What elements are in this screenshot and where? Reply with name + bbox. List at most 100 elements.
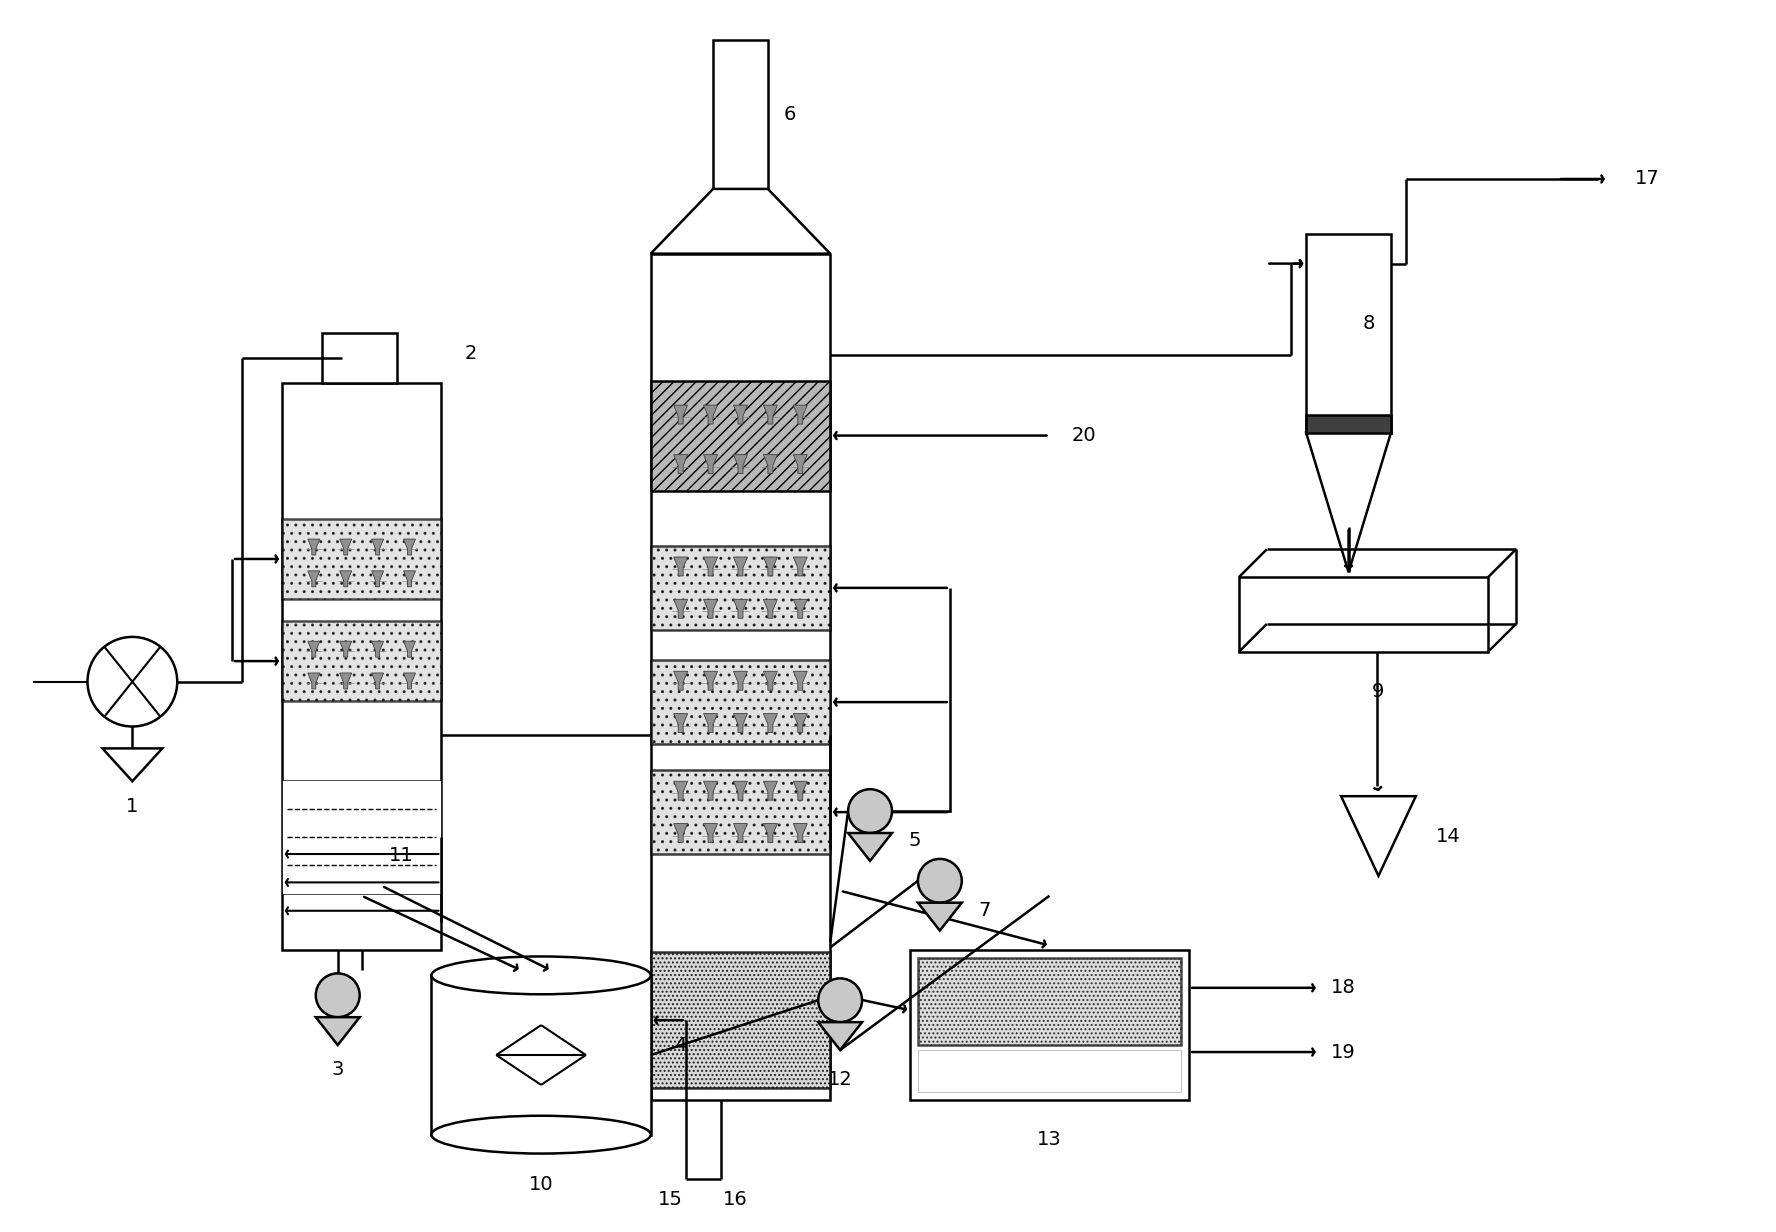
Polygon shape: [733, 455, 748, 473]
Bar: [1305, 415, 1391, 432]
Text: 8: 8: [1362, 314, 1375, 333]
Polygon shape: [371, 641, 384, 657]
Bar: [650, 660, 829, 744]
Polygon shape: [339, 673, 352, 689]
Polygon shape: [794, 823, 808, 843]
Text: 4: 4: [675, 1036, 687, 1055]
Text: 20: 20: [1073, 426, 1098, 445]
Polygon shape: [703, 455, 718, 473]
Circle shape: [849, 790, 892, 833]
Polygon shape: [403, 641, 416, 657]
Bar: [282, 621, 442, 701]
Bar: [282, 780, 442, 893]
Polygon shape: [733, 781, 748, 800]
Polygon shape: [403, 540, 416, 554]
Text: 5: 5: [909, 832, 922, 850]
Polygon shape: [339, 540, 352, 554]
Polygon shape: [103, 748, 162, 781]
Polygon shape: [819, 1023, 861, 1050]
Polygon shape: [673, 599, 687, 618]
Polygon shape: [307, 673, 320, 689]
Polygon shape: [307, 570, 320, 586]
Polygon shape: [764, 671, 778, 690]
Text: 12: 12: [828, 1071, 852, 1089]
Text: 19: 19: [1332, 1042, 1355, 1062]
Polygon shape: [703, 405, 718, 424]
Polygon shape: [307, 641, 320, 657]
Text: 11: 11: [389, 846, 414, 865]
Polygon shape: [703, 557, 718, 575]
Polygon shape: [673, 405, 687, 424]
Text: 16: 16: [723, 1190, 748, 1209]
Polygon shape: [703, 671, 718, 690]
Polygon shape: [794, 405, 808, 424]
Polygon shape: [764, 557, 778, 575]
Circle shape: [918, 859, 963, 903]
Polygon shape: [371, 673, 384, 689]
Polygon shape: [339, 570, 352, 586]
Polygon shape: [673, 823, 687, 843]
Circle shape: [87, 637, 178, 727]
Polygon shape: [1305, 432, 1391, 572]
Polygon shape: [703, 713, 718, 733]
Polygon shape: [733, 823, 748, 843]
Polygon shape: [794, 713, 808, 733]
Text: 3: 3: [332, 1061, 345, 1079]
Ellipse shape: [432, 956, 650, 994]
Text: 13: 13: [1037, 1130, 1062, 1149]
Text: 15: 15: [659, 1190, 684, 1209]
Circle shape: [819, 978, 861, 1023]
Polygon shape: [794, 781, 808, 800]
Polygon shape: [764, 405, 778, 424]
Bar: [909, 950, 1190, 1100]
Polygon shape: [316, 1018, 361, 1045]
Polygon shape: [650, 188, 829, 254]
Circle shape: [316, 973, 361, 1018]
Polygon shape: [703, 823, 718, 843]
Text: 6: 6: [785, 105, 796, 123]
Bar: [432, 976, 650, 1135]
Polygon shape: [371, 570, 384, 586]
Polygon shape: [764, 455, 778, 473]
Bar: [282, 383, 442, 950]
Polygon shape: [1341, 796, 1415, 876]
Ellipse shape: [432, 1116, 650, 1153]
Bar: [321, 334, 396, 383]
Polygon shape: [764, 599, 778, 618]
Polygon shape: [733, 671, 748, 690]
Bar: [1305, 234, 1391, 432]
Text: 17: 17: [1636, 170, 1661, 188]
Bar: [650, 952, 829, 1088]
Bar: [1240, 577, 1488, 652]
Text: 10: 10: [529, 1175, 554, 1194]
Polygon shape: [733, 405, 748, 424]
Polygon shape: [733, 599, 748, 618]
Polygon shape: [403, 570, 416, 586]
Polygon shape: [307, 540, 320, 554]
Polygon shape: [764, 781, 778, 800]
Bar: [712, 39, 767, 188]
Polygon shape: [918, 903, 963, 930]
Polygon shape: [673, 455, 687, 473]
Polygon shape: [673, 713, 687, 733]
Polygon shape: [849, 833, 892, 861]
Bar: [650, 770, 829, 855]
Polygon shape: [794, 599, 808, 618]
Polygon shape: [794, 557, 808, 575]
Bar: [918, 958, 1181, 1045]
Polygon shape: [733, 557, 748, 575]
Bar: [918, 1050, 1181, 1092]
Polygon shape: [703, 781, 718, 800]
Polygon shape: [794, 671, 808, 690]
Bar: [650, 254, 829, 1100]
Polygon shape: [764, 823, 778, 843]
Text: 14: 14: [1435, 827, 1460, 845]
Polygon shape: [403, 673, 416, 689]
Bar: [650, 381, 829, 490]
Polygon shape: [371, 540, 384, 554]
Polygon shape: [733, 713, 748, 733]
Bar: [282, 519, 442, 599]
Polygon shape: [703, 599, 718, 618]
Polygon shape: [764, 713, 778, 733]
Text: 1: 1: [126, 797, 139, 816]
